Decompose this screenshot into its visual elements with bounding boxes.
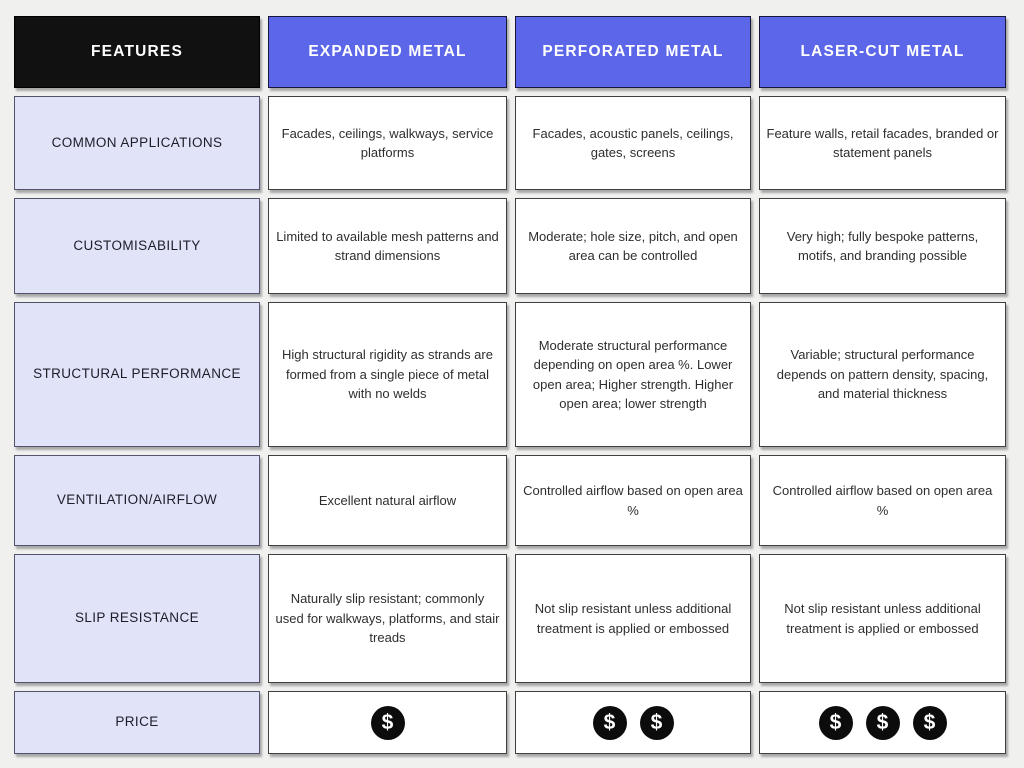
feature-customisability: CUSTOMISABILITY — [14, 198, 260, 294]
feature-slip-resistance: SLIP RESISTANCE — [14, 554, 260, 683]
cell-text: Naturally slip resistant; commonly used … — [275, 591, 500, 646]
cell-text: Very high; fully bespoke patterns, motif… — [786, 228, 979, 264]
header-perforated-metal-label: PERFORATED METAL — [542, 43, 724, 61]
dollar-icon: $ — [912, 705, 947, 740]
feature-label: PRICE — [115, 714, 159, 730]
dollar-icon: $ — [865, 705, 900, 740]
cell-slip-resistance-laser-cut: Not slip resistant unless additional tre… — [759, 554, 1006, 683]
feature-label: CUSTOMISABILITY — [73, 237, 201, 253]
header-features: FEATURES — [14, 16, 260, 88]
comparison-table: FEATURES EXPANDED METAL PERFORATED METAL… — [14, 16, 1006, 754]
price-rating-1: $ — [370, 705, 405, 740]
cell-text: Excellent natural airflow — [318, 492, 457, 508]
feature-label: STRUCTURAL PERFORMANCE — [33, 366, 241, 382]
header-laser-cut-metal-label: LASER-CUT METAL — [800, 43, 965, 61]
header-expanded-metal: EXPANDED METAL — [268, 16, 507, 88]
header-perforated-metal: PERFORATED METAL — [515, 16, 751, 88]
feature-ventilation-airflow: VENTILATION/AIRFLOW — [14, 455, 260, 546]
cell-slip-resistance-perforated: Not slip resistant unless additional tre… — [515, 554, 751, 683]
dollar-icon: $ — [592, 705, 627, 740]
cell-ventilation-airflow-expanded: Excellent natural airflow — [268, 455, 507, 546]
cell-ventilation-airflow-perforated: Controlled airflow based on open area % — [515, 455, 751, 546]
cell-text: Not slip resistant unless additional tre… — [784, 601, 981, 636]
feature-price: PRICE — [14, 691, 260, 754]
cell-customisability-laser-cut: Very high; fully bespoke patterns, motif… — [759, 198, 1006, 294]
header-expanded-metal-label: EXPANDED METAL — [308, 43, 467, 61]
cell-customisability-expanded: Limited to available mesh patterns and s… — [268, 198, 507, 294]
header-features-label: FEATURES — [91, 43, 183, 61]
cell-common-applications-perforated: Facades, acoustic panels, ceilings, gate… — [515, 96, 751, 190]
cell-text: Controlled airflow based on open area % — [772, 483, 993, 518]
header-laser-cut-metal: LASER-CUT METAL — [759, 16, 1006, 88]
cell-text: Facades, acoustic panels, ceilings, gate… — [532, 125, 734, 161]
cell-structural-performance-perforated: Moderate structural performance dependin… — [515, 302, 751, 447]
cell-text: High structural rigidity as strands are … — [282, 347, 493, 402]
cell-text: Not slip resistant unless additional tre… — [534, 601, 732, 636]
cell-customisability-perforated: Moderate; hole size, pitch, and open are… — [515, 198, 751, 294]
price-rating-3: $ $ $ — [818, 705, 947, 740]
feature-label: SLIP RESISTANCE — [74, 610, 200, 626]
dollar-icon: $ — [818, 705, 853, 740]
cell-text: Controlled airflow based on open area % — [523, 483, 743, 518]
dollar-icon: $ — [370, 705, 405, 740]
feature-label: VENTILATION/AIRFLOW — [56, 492, 218, 508]
cell-price-laser-cut: $ $ $ — [759, 691, 1006, 754]
cell-slip-resistance-expanded: Naturally slip resistant; commonly used … — [268, 554, 507, 683]
feature-common-applications: COMMON APPLICATIONS — [14, 96, 260, 190]
cell-text: Variable; structural performance depends… — [776, 347, 989, 402]
cell-structural-performance-expanded: High structural rigidity as strands are … — [268, 302, 507, 447]
cell-structural-performance-laser-cut: Variable; structural performance depends… — [759, 302, 1006, 447]
cell-ventilation-airflow-laser-cut: Controlled airflow based on open area % — [759, 455, 1006, 546]
feature-structural-performance: STRUCTURAL PERFORMANCE — [14, 302, 260, 447]
cell-text: Moderate structural performance dependin… — [532, 337, 734, 412]
cell-text: Facades, ceilings, walkways, service pla… — [281, 125, 494, 161]
cell-common-applications-laser-cut: Feature walls, retail facades, branded o… — [759, 96, 1006, 190]
cell-text: Feature walls, retail facades, branded o… — [766, 125, 999, 161]
cell-text: Limited to available mesh patterns and s… — [276, 228, 499, 264]
dollar-icon: $ — [639, 705, 674, 740]
feature-label: COMMON APPLICATIONS — [51, 134, 223, 150]
cell-common-applications-expanded: Facades, ceilings, walkways, service pla… — [268, 96, 507, 190]
price-rating-2: $ $ — [592, 705, 674, 740]
cell-text: Moderate; hole size, pitch, and open are… — [528, 228, 738, 264]
cell-price-expanded: $ — [268, 691, 507, 754]
cell-price-perforated: $ $ — [515, 691, 751, 754]
